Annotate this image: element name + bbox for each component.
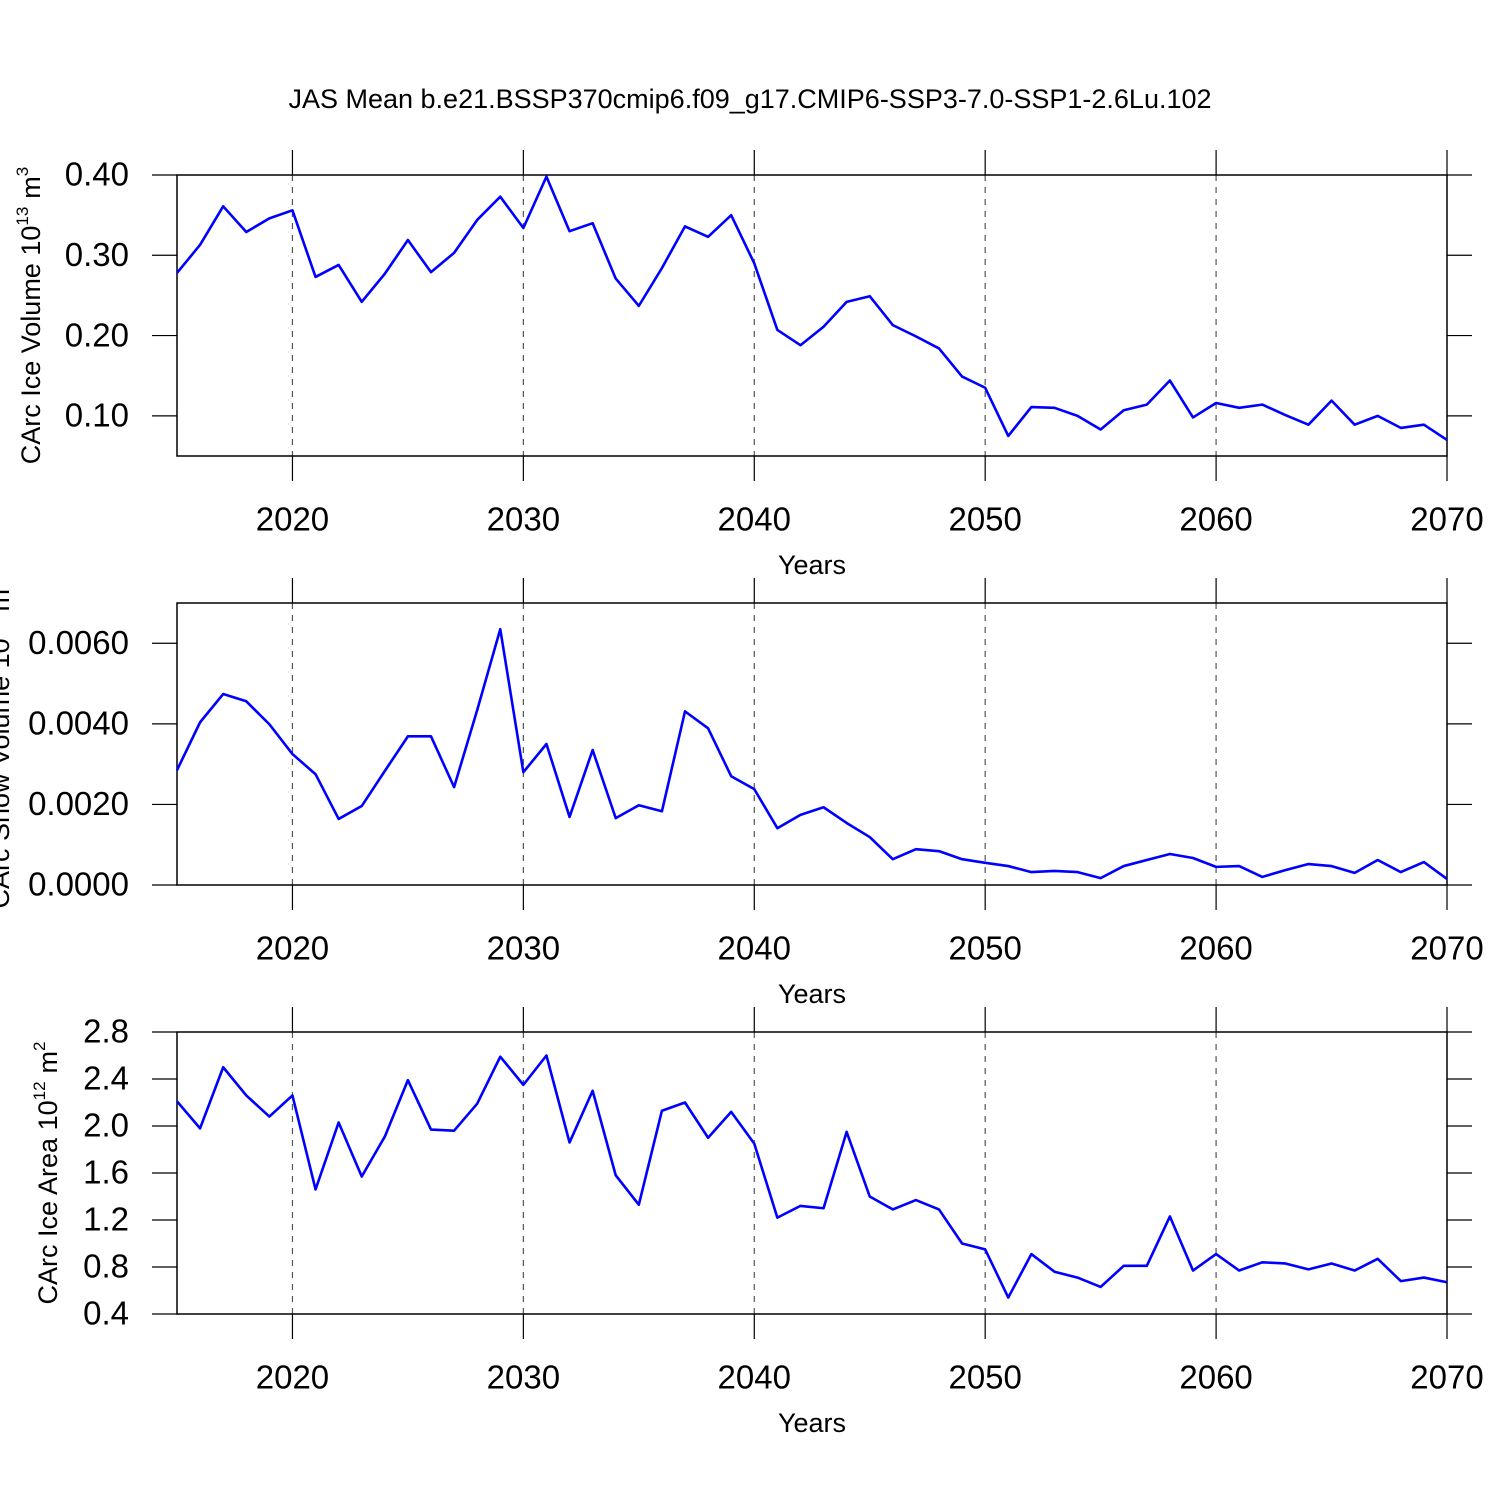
- chart-title: JAS Mean b.e21.BSSP370cmip6.f09_g17.CMIP…: [288, 84, 1211, 114]
- y-axis-label-unit: m: [0, 589, 15, 612]
- y-axis-label-unit-exponent: 2: [30, 1042, 49, 1051]
- x-tick-label: 2050: [948, 1359, 1021, 1396]
- y-axis-label-unit: m: [33, 1051, 63, 1074]
- x-tick-label: 2040: [718, 930, 791, 967]
- x-tick-label: 2060: [1179, 1359, 1252, 1396]
- y-tick-label: 0.10: [65, 397, 129, 434]
- y-axis-label: CArc Snow Volume 1013 m3: [0, 579, 15, 908]
- x-tick-label: 2020: [256, 501, 329, 538]
- y-tick-label: 0.4: [83, 1295, 129, 1332]
- x-tick-label: 2040: [718, 501, 791, 538]
- x-tick-label: 2020: [256, 1359, 329, 1396]
- y-tick-label: 0.0060: [28, 624, 129, 661]
- y-tick-label: 0.0020: [28, 785, 129, 822]
- y-tick-label: 0.8: [83, 1248, 129, 1285]
- y-tick-label: 0.30: [65, 236, 129, 273]
- x-tick-label: 2020: [256, 930, 329, 967]
- y-axis-label-exponent: 13: [0, 619, 1, 638]
- y-tick-label: 2.0: [83, 1107, 129, 1144]
- y-axis-label-exponent: 13: [13, 207, 32, 226]
- x-axis-label: Years: [778, 1408, 846, 1438]
- x-tick-label: 2060: [1179, 501, 1252, 538]
- x-tick-label: 2070: [1410, 930, 1483, 967]
- x-tick-label: 2070: [1410, 1359, 1483, 1396]
- x-tick-label: 2050: [948, 501, 1021, 538]
- y-tick-label: 0.40: [65, 156, 129, 193]
- y-tick-label: 2.4: [83, 1060, 129, 1097]
- y-axis-label-exponent: 12: [30, 1081, 49, 1100]
- y-axis-label-text: CArc Ice Area 10: [33, 1100, 63, 1304]
- plot-frame: [176, 602, 1448, 886]
- y-axis-label-unit: m: [16, 176, 46, 199]
- x-axis-label: Years: [778, 550, 846, 580]
- y-axis-label-unit-exponent: 3: [0, 579, 1, 588]
- y-tick-label: 2.8: [83, 1013, 129, 1050]
- plot-frame: [176, 1031, 1448, 1315]
- y-axis-label: CArc Ice Volume 1013 m3: [13, 167, 46, 465]
- panel: 2020 2030 2040 2050 2060 2070 0.0000 0.0020 0.00…: [0, 578, 1484, 1009]
- x-tick-label: 2030: [487, 1359, 560, 1396]
- x-tick-label: 2040: [718, 1359, 791, 1396]
- x-tick-label: 2070: [1410, 501, 1483, 538]
- y-axis-label: CArc Ice Area 1012 m2: [30, 1042, 63, 1305]
- data-line: [176, 1054, 1448, 1299]
- data-line: [175, 627, 1448, 881]
- plot-frame: [176, 174, 1448, 457]
- data-line: [175, 175, 1448, 442]
- x-tick-label: 2050: [948, 930, 1021, 967]
- panel: 2020 2030 2040 2050 2060 2070 0.10 0.20 0.30 0.40…: [13, 150, 1484, 580]
- y-axis-label-unit-exponent: 3: [13, 167, 32, 176]
- x-tick-label: 2030: [487, 930, 560, 967]
- y-tick-label: 1.2: [83, 1201, 129, 1238]
- y-tick-label: 0.0000: [28, 866, 129, 903]
- y-axis-label-text: CArc Ice Volume 10: [16, 226, 46, 465]
- y-tick-label: 0.20: [65, 316, 129, 353]
- y-tick-label: 1.6: [83, 1154, 129, 1191]
- x-axis-label: Years: [778, 979, 846, 1009]
- x-tick-label: 2030: [487, 501, 560, 538]
- panel: 2020 2030 2040 2050 2060 2070 0.4 0.8 1.2 1.6 2.0 2…: [30, 1007, 1484, 1438]
- y-axis-label-text: CArc Snow Volume 10: [0, 638, 15, 908]
- x-tick-label: 2060: [1179, 930, 1252, 967]
- y-tick-label: 0.0040: [28, 705, 129, 742]
